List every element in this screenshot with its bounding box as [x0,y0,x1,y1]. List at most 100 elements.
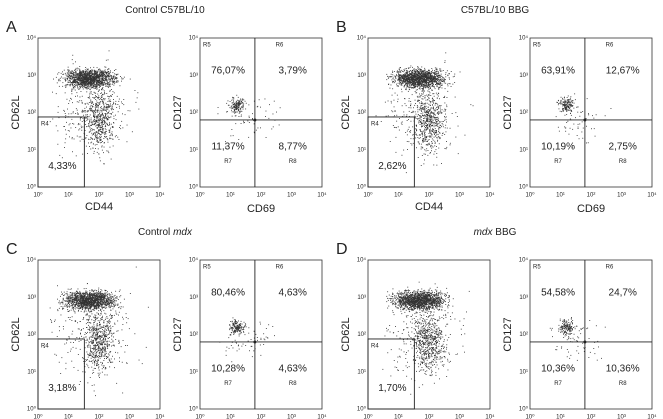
event-dot [95,104,97,105]
event-dot [433,85,435,87]
event-dot [98,109,100,111]
event-dot [82,71,83,73]
event-dot [85,82,87,84]
event-dot [588,114,590,116]
x-tick-label: 10² [95,193,104,199]
event-dot [392,81,394,83]
event-dot [98,130,100,132]
event-dot [65,80,66,82]
event-dot [233,106,235,108]
event-dot [424,105,426,107]
event-dot [107,79,109,81]
event-dot [94,114,96,116]
event-dot [413,79,415,80]
event-dot [403,74,405,75]
event-dot [437,82,439,84]
event-dot [89,70,91,72]
event-dot [104,72,106,74]
region-percent: 4,33% [48,161,76,172]
event-dot [64,77,66,79]
event-dot [113,75,115,77]
event-dot [564,99,566,101]
event-dot [79,76,81,77]
event-dot [78,82,79,84]
event-dot [419,73,421,75]
event-dot [416,89,418,91]
event-dot [420,76,422,78]
event-dot [434,117,436,119]
event-dot [73,123,75,125]
event-dot [72,151,73,153]
event-dot [123,76,125,78]
event-dot [390,76,391,78]
event-dot [566,110,568,112]
event-dot [401,105,403,107]
event-dot [432,100,434,101]
event-dot [438,76,440,78]
event-dot [430,105,431,106]
event-dot [416,130,417,132]
event-dot [91,72,92,74]
event-dot [429,74,431,76]
event-dot [84,79,86,81]
event-dot [565,107,567,109]
event-dot [78,75,80,77]
event-dot [114,76,116,78]
event-dot [420,80,422,82]
event-dot [233,101,235,103]
event-dot [436,67,438,69]
event-dot [396,85,398,87]
event-dot [439,137,441,139]
event-dot [446,97,448,98]
event-dot [586,125,587,127]
event-dot [88,83,90,85]
event-dot [439,121,441,123]
event-dot [438,82,440,84]
event-dot [403,78,405,80]
event-dot [418,120,420,122]
event-dot [84,111,86,113]
event-dot [432,98,434,100]
region-label: R4 [371,122,379,128]
event-dot [415,92,417,94]
event-dot [76,81,78,83]
event-dot [422,81,423,83]
event-dot [136,97,138,99]
event-dot [257,105,259,107]
event-dot [84,78,86,80]
event-dot [108,117,110,118]
event-dot [424,133,425,135]
x-tick-label: 10⁰ [195,192,205,199]
event-dot [427,121,429,123]
event-dot [94,124,96,126]
event-dot [424,126,425,128]
x-axis-label: CD44 [415,201,443,213]
event-dot [99,80,101,82]
event-dot [398,80,400,82]
event-dot [104,122,105,124]
event-dot [94,110,96,112]
event-dot [403,78,404,80]
event-dot [406,74,408,76]
event-dot [105,72,107,74]
event-dot [418,84,420,86]
event-dot [79,70,81,71]
event-dot [67,75,68,77]
event-dot [423,81,425,82]
event-dot [235,111,237,113]
event-dot [89,72,91,74]
event-dot [577,126,579,128]
event-dot [410,82,411,84]
event-dot [428,94,430,96]
event-dot [68,124,70,126]
event-dot [58,117,60,119]
event-dot [83,114,84,116]
event-dot [90,70,92,71]
event-dot [71,138,73,140]
event-dot [66,72,68,74]
event-dot [422,75,424,77]
event-dot [421,86,423,87]
event-dot [116,77,118,79]
event-dot [101,127,103,128]
event-dot [398,73,399,75]
